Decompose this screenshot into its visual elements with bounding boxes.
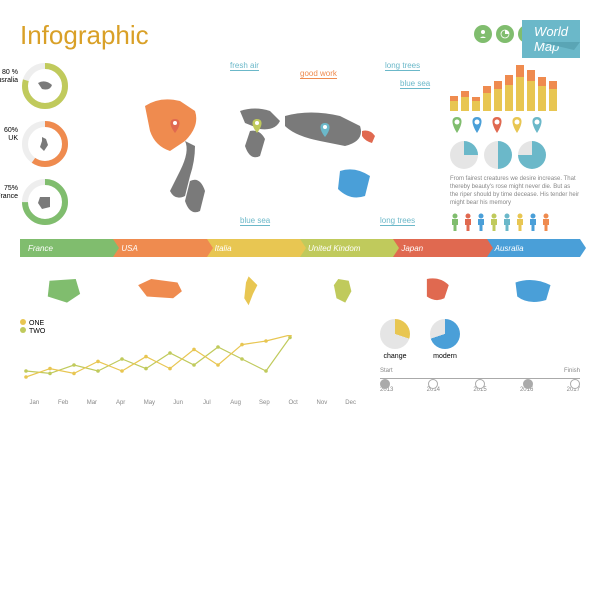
country-shapes — [20, 269, 580, 309]
mini-pies — [450, 141, 580, 169]
person-icon — [528, 213, 538, 231]
person-icon — [489, 213, 499, 231]
world-map: fresh airgood worklong treesblue seablue… — [100, 61, 440, 231]
person-icon — [502, 213, 512, 231]
line-chart — [20, 335, 308, 395]
donut-australia: 80 %Ausralia — [20, 61, 70, 111]
map-pins-row — [450, 117, 580, 135]
country-seg-ausralia: Ausralia — [487, 239, 580, 257]
pin-icon — [510, 117, 524, 135]
shape-italia — [223, 272, 283, 307]
bottom-pies: changemodern — [380, 319, 580, 360]
person-icon — [541, 213, 551, 231]
country-seg-united kindom: United Kindom — [300, 239, 393, 257]
country-arrow-bar: FranceUSAItaliaUnited KindomJapanAusrali… — [20, 239, 580, 257]
pin-icon — [490, 117, 504, 135]
person-icon — [515, 213, 525, 231]
month-labels: JanFebMarAprMayJunJulAugSepOctNovDec — [20, 400, 365, 406]
shape-united kindom — [317, 272, 377, 307]
lorem-text: From fairest creatures we desire increas… — [450, 175, 580, 207]
pie-icon — [496, 25, 514, 43]
page-title: Infographic — [20, 20, 149, 51]
timeline: StartFinish 20132014201520162017 — [380, 368, 580, 398]
world-map-ribbon: WorldMap — [522, 20, 580, 58]
country-seg-italia: Italia — [207, 239, 300, 257]
country-seg-japan: Japan — [393, 239, 486, 257]
country-seg-usa: USA — [113, 239, 206, 257]
bar-chart — [450, 61, 580, 111]
chart-legend: ONETWO — [20, 319, 365, 335]
pin-icon — [530, 117, 544, 135]
shape-france — [37, 272, 97, 307]
person-icon — [476, 213, 486, 231]
donut-france: 75%France — [20, 177, 70, 227]
people-icon — [474, 25, 492, 43]
pin-icon — [470, 117, 484, 135]
person-icon — [463, 213, 473, 231]
country-seg-france: France — [20, 239, 113, 257]
shape-ausralia — [503, 272, 563, 307]
donut-charts: 80 %Ausralia 60%UK 75%France — [20, 61, 90, 231]
shape-usa — [130, 272, 190, 307]
donut-uk: 60%UK — [20, 119, 70, 169]
people-row — [450, 213, 580, 231]
pin-icon — [450, 117, 464, 135]
shape-japan — [410, 272, 470, 307]
person-icon — [450, 213, 460, 231]
